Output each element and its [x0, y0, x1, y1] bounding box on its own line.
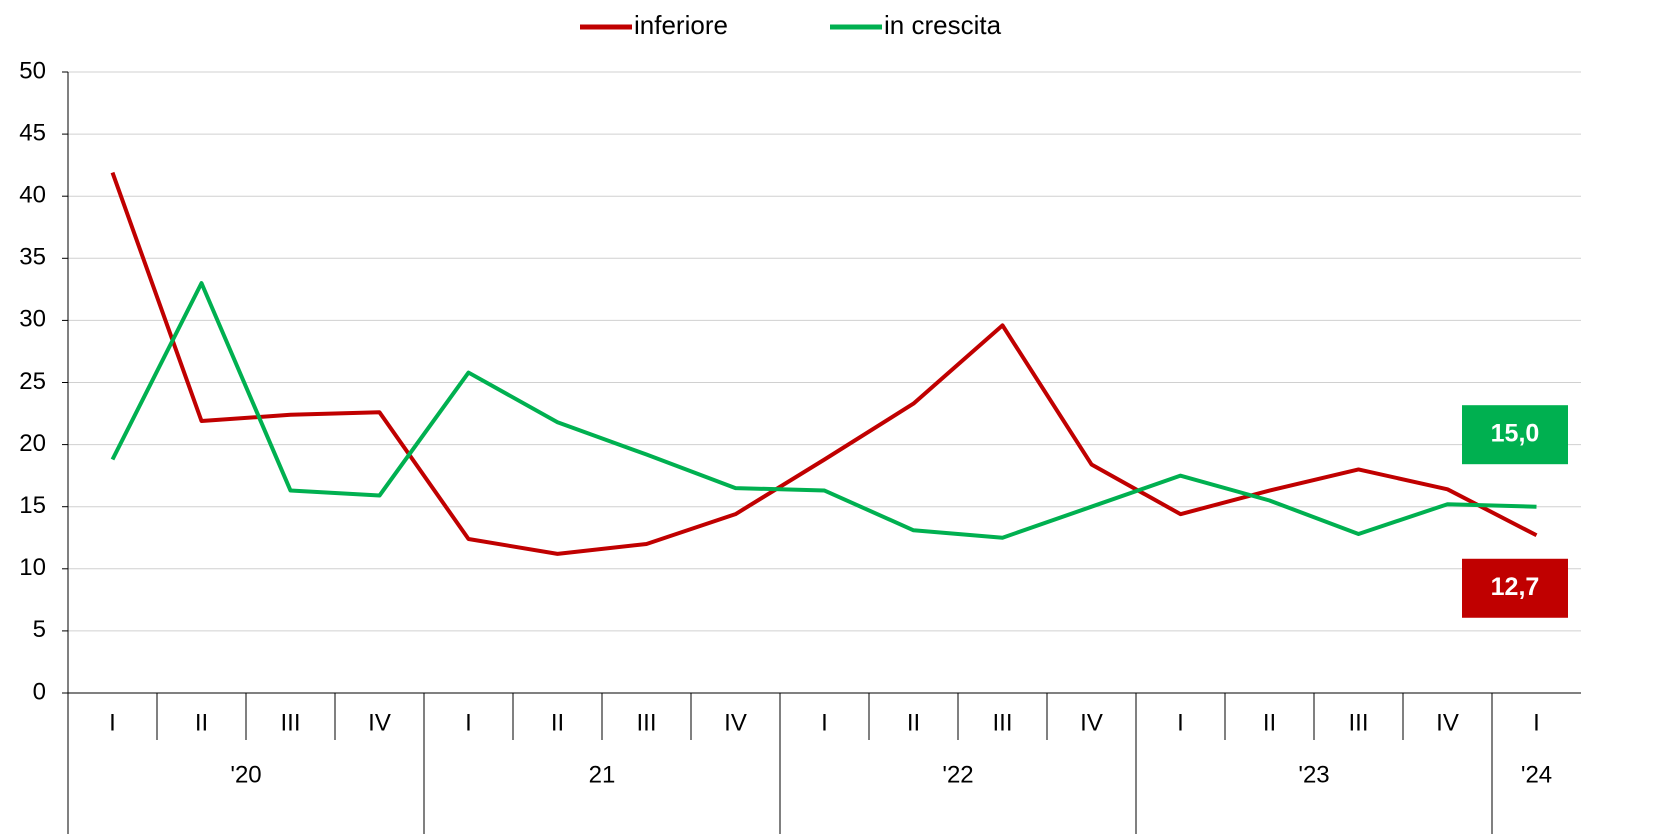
x-tick-label: II: [907, 709, 920, 736]
group-label: '23: [1298, 761, 1329, 788]
x-tick-label: III: [1348, 709, 1368, 736]
y-tick-label: 5: [33, 616, 46, 643]
y-tick-label: 30: [19, 306, 46, 333]
x-tick-label: I: [465, 709, 472, 736]
value-label-box: [1462, 405, 1568, 465]
x-tick-label: IV: [1080, 709, 1103, 736]
x-tick-label: III: [992, 709, 1012, 736]
y-tick-label: 15: [19, 492, 46, 519]
x-tick-label: I: [109, 709, 116, 736]
group-label: '22: [942, 761, 973, 788]
x-tick-label: I: [1177, 709, 1184, 736]
x-tick-label: II: [551, 709, 564, 736]
y-tick-label: 10: [19, 554, 46, 581]
group-label: '20: [230, 761, 261, 788]
group-label: 21: [589, 761, 616, 788]
x-tick-label: IV: [724, 709, 747, 736]
series-line: [110, 171, 1538, 556]
legend-label: inferiore: [634, 10, 728, 40]
legend-label: in crescita: [884, 10, 1002, 40]
value-label: 15,0: [1491, 419, 1540, 447]
x-tick-label: III: [636, 709, 656, 736]
y-tick-label: 45: [19, 119, 46, 146]
x-tick-label: IV: [368, 709, 391, 736]
value-label-box: [1462, 558, 1568, 618]
x-tick-label: I: [821, 709, 828, 736]
y-tick-label: 40: [19, 182, 46, 209]
x-tick-label: II: [1263, 709, 1276, 736]
group-label: '24: [1521, 761, 1552, 788]
x-tick-label: II: [195, 709, 208, 736]
y-tick-label: 50: [19, 57, 46, 84]
y-tick-label: 35: [19, 244, 46, 271]
x-tick-label: IV: [1436, 709, 1459, 736]
x-tick-label: I: [1533, 709, 1540, 736]
y-tick-label: 20: [19, 430, 46, 457]
value-label: 12,7: [1491, 573, 1540, 601]
y-tick-label: 25: [19, 368, 46, 395]
y-tick-label: 0: [33, 678, 46, 705]
series-line: [110, 281, 1537, 540]
x-tick-label: III: [280, 709, 300, 736]
